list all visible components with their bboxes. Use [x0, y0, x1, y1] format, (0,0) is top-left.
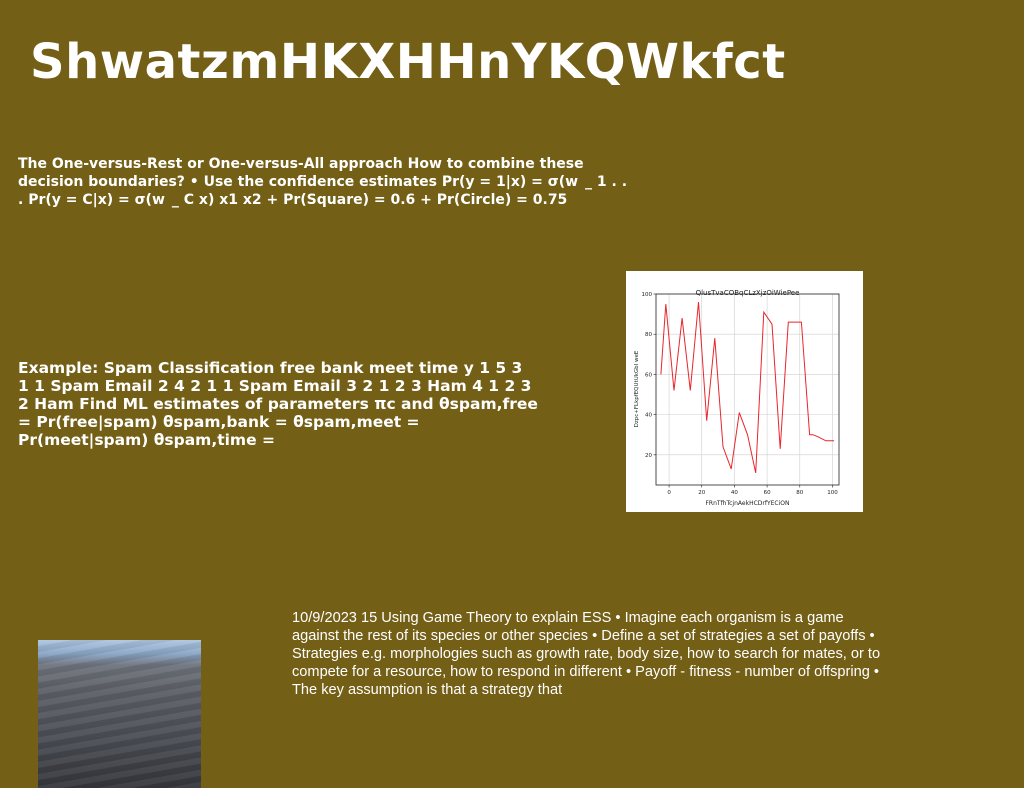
y-tick-label: 100 [642, 292, 653, 298]
chart-ticks: 20 40 60 80 100 0 20 40 60 80 100 [642, 292, 839, 496]
line-chart: 20 40 60 80 100 0 20 40 60 80 100 QlusTvaCOBqCLzXj… [626, 271, 863, 512]
page-title: ShwatzmHKXHHnYKQWkfct [30, 34, 786, 90]
y-axis-label: Dzpc+FLkpfEQUtUkGbI weE [634, 350, 640, 427]
y-tick-label: 60 [645, 372, 652, 378]
series-line [660, 301, 835, 474]
x-tick-label: 0 [667, 490, 671, 496]
text-block-game-theory: 10/9/2023 15 Using Game Theory to explai… [292, 610, 881, 698]
x-tick-label: 20 [698, 490, 705, 496]
x-tick-label: 60 [764, 490, 771, 496]
x-tick-label: 80 [796, 490, 803, 496]
text-block-ovr: The One-versus-Rest or One-versus-All ap… [18, 156, 628, 208]
chart-grid [656, 293, 839, 485]
chart-title: QlusTvaCOBqCLzXjzOiWiePee [696, 289, 800, 297]
plot-frame [655, 293, 840, 486]
x-tick-label: 40 [731, 490, 738, 496]
y-tick-label: 20 [645, 453, 652, 459]
y-tick-label: 40 [645, 413, 652, 419]
x-tick-label: 100 [827, 490, 838, 496]
x-axis-label: FRnTfhTcjnAekHCDrfYECiON [705, 500, 789, 507]
text-block-spam: Example: Spam Classification free bank m… [18, 359, 538, 449]
y-tick-label: 80 [645, 332, 652, 338]
sand-dune-photo [38, 640, 201, 788]
chart-svg: 20 40 60 80 100 0 20 40 60 80 100 QlusTvaCOBqCLzXj… [634, 289, 840, 507]
